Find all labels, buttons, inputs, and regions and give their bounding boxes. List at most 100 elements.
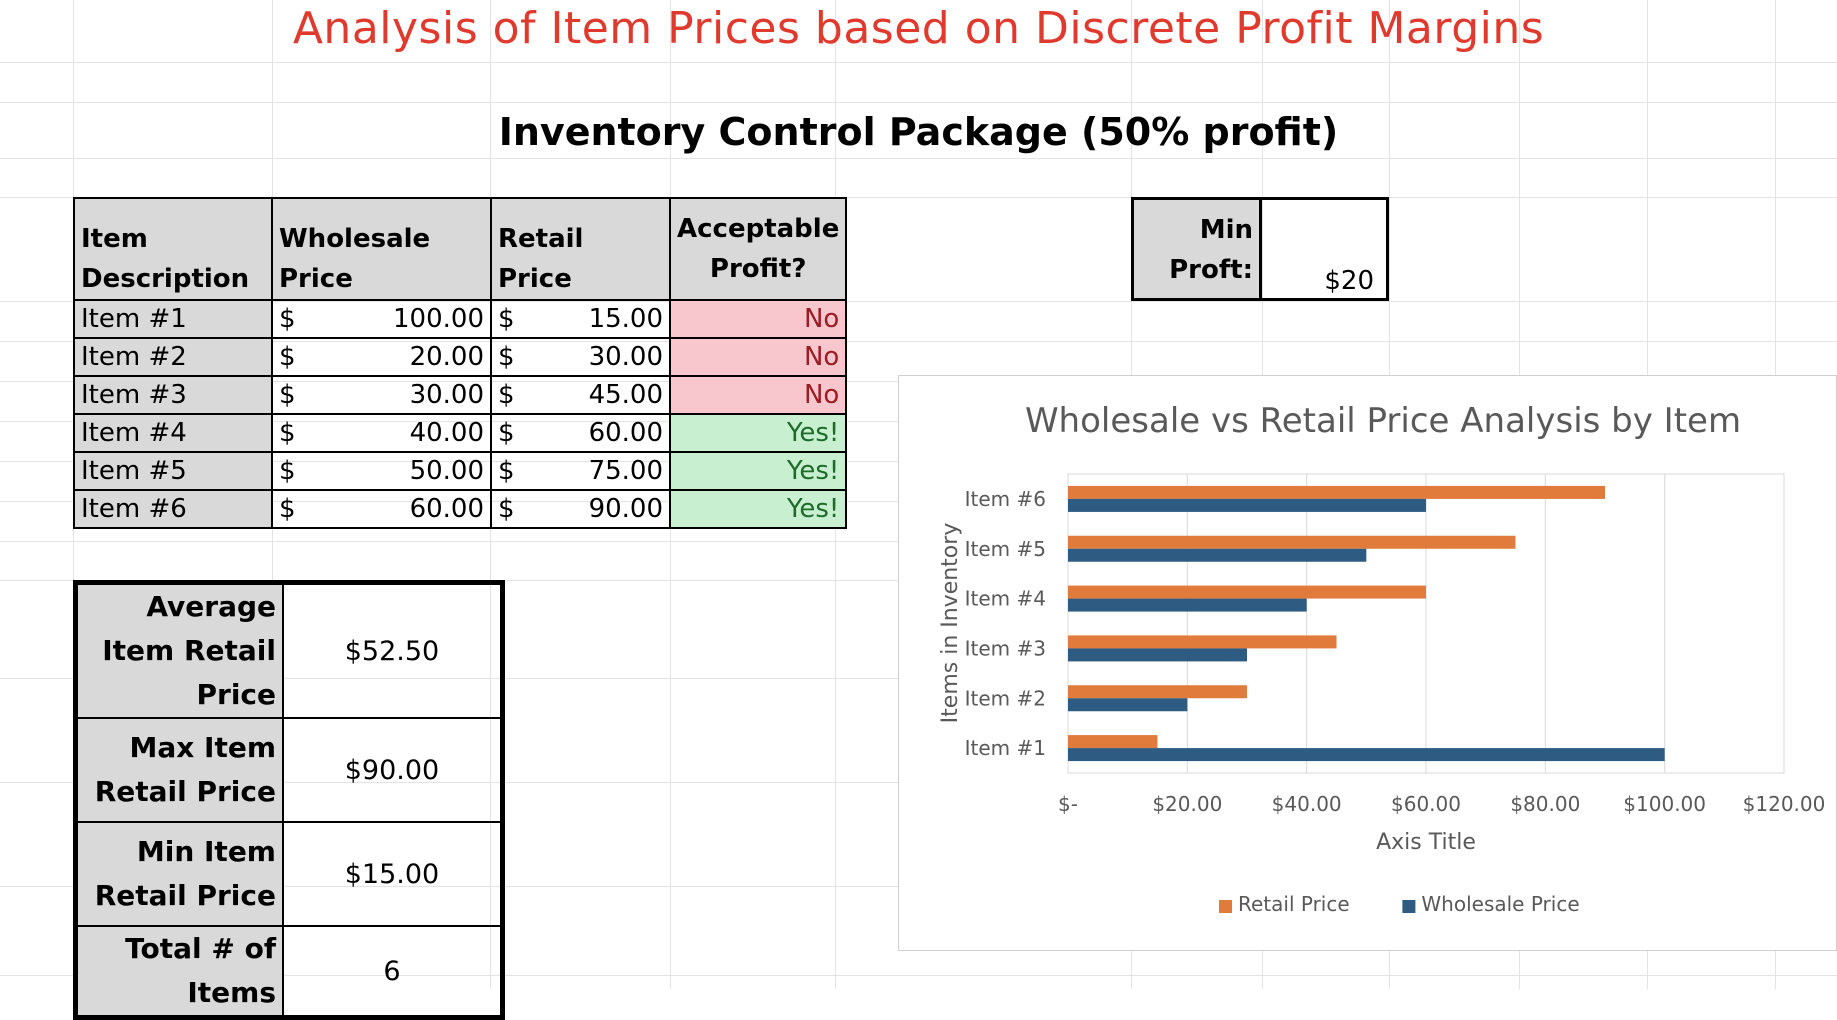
- currency-symbol: $: [279, 304, 296, 334]
- item-label: Item #6: [81, 494, 187, 524]
- legend-entry: Retail Price: [1238, 892, 1350, 916]
- bar-wholesale: [1068, 698, 1188, 712]
- x-tick-label: $40.00: [1272, 792, 1342, 816]
- retail-value-wrap: $90.00: [498, 491, 663, 527]
- min-profit-value[interactable]: $20: [1324, 266, 1374, 296]
- header-retail[interactable]: Retail Price: [490, 197, 671, 301]
- bar-retail: [1068, 535, 1516, 549]
- wholesale-value-wrap: $20.00: [279, 339, 484, 375]
- cell-profit[interactable]: Yes!: [668, 489, 848, 529]
- stats-label[interactable]: Average Item Retail Price: [74, 581, 284, 719]
- wholesale-value-wrap: $30.00: [279, 377, 484, 413]
- min-profit-box: Min Proft: $20: [1131, 197, 1389, 301]
- stats-value[interactable]: $15.00: [282, 821, 504, 927]
- legend-swatch: [1402, 900, 1416, 913]
- wholesale-value: 100.00: [393, 304, 484, 334]
- bar-retail: [1068, 585, 1426, 599]
- cell-retail[interactable]: $60.00: [490, 413, 671, 453]
- min-profit-label[interactable]: Min Proft:: [1134, 200, 1262, 298]
- item-label: Item #5: [81, 456, 187, 486]
- cell-item[interactable]: Item #3: [73, 375, 273, 415]
- cell-retail[interactable]: $15.00: [490, 299, 671, 339]
- x-tick-label: $60.00: [1391, 792, 1461, 816]
- retail-value-wrap: $75.00: [498, 453, 663, 489]
- cell-profit[interactable]: Yes!: [668, 413, 848, 453]
- cell-retail[interactable]: $45.00: [490, 375, 671, 415]
- table-row: Item #1 $100.00 $15.00 No: [73, 299, 848, 339]
- currency-symbol: $: [498, 494, 515, 524]
- price-chart[interactable]: Wholesale vs Retail Price Analysis by It…: [898, 375, 1837, 951]
- cell-wholesale[interactable]: $100.00: [271, 299, 492, 339]
- retail-value: 45.00: [588, 380, 663, 410]
- item-label: Item #3: [81, 380, 187, 410]
- retail-value: 75.00: [588, 456, 663, 486]
- y-tick-label: Item #6: [965, 487, 1046, 511]
- profit-value: Yes!: [786, 456, 840, 486]
- retail-value: 60.00: [588, 418, 663, 448]
- x-tick-label: $20.00: [1152, 792, 1222, 816]
- chart-title: Wholesale vs Retail Price Analysis by It…: [1025, 401, 1741, 441]
- cell-profit[interactable]: No: [668, 375, 848, 415]
- cell-wholesale[interactable]: $30.00: [271, 375, 492, 415]
- table-header-row: Item Description Wholesale Price Retail …: [73, 197, 848, 301]
- x-tick-label: $80.00: [1510, 792, 1580, 816]
- x-axis-title: Axis Title: [1376, 830, 1476, 855]
- header-item[interactable]: Item Description: [73, 197, 273, 301]
- y-tick-label: Item #3: [965, 636, 1046, 660]
- cell-retail[interactable]: $90.00: [490, 489, 671, 529]
- currency-symbol: $: [279, 342, 296, 372]
- table-row: Item #3 $30.00 $45.00 No: [73, 375, 848, 415]
- header-profit[interactable]: Acceptable Profit?: [668, 197, 848, 301]
- retail-value-wrap: $30.00: [498, 339, 663, 375]
- stats-table: Average Item Retail Price $52.50 Max Item …: [73, 580, 505, 1020]
- price-table: Item Description Wholesale Price Retail …: [73, 197, 848, 529]
- stats-label[interactable]: Total # of Items: [74, 925, 284, 1019]
- cell-profit[interactable]: Yes!: [668, 451, 848, 491]
- retail-value-wrap: $45.00: [498, 377, 663, 413]
- cell-item[interactable]: Item #4: [73, 413, 273, 453]
- cell-retail[interactable]: $75.00: [490, 451, 671, 491]
- currency-symbol: $: [498, 418, 515, 448]
- cell-retail[interactable]: $30.00: [490, 337, 671, 377]
- wholesale-value: 20.00: [409, 342, 484, 372]
- retail-value: 30.00: [588, 342, 663, 372]
- currency-symbol: $: [498, 456, 515, 486]
- stats-label[interactable]: Min Item Retail Price: [74, 821, 284, 927]
- item-label: Item #2: [81, 342, 187, 372]
- bar-wholesale: [1068, 498, 1426, 512]
- table-row: Item #6 $60.00 $90.00 Yes!: [73, 489, 848, 529]
- stats-value[interactable]: $52.50: [282, 581, 504, 719]
- currency-symbol: $: [498, 304, 515, 334]
- profit-value: No: [803, 380, 840, 410]
- bar-wholesale: [1068, 748, 1665, 762]
- chart-svg: Wholesale vs Retail Price Analysis by It…: [938, 401, 1825, 916]
- cell-item[interactable]: Item #1: [73, 299, 273, 339]
- main-title: Analysis of Item Prices based on Discret…: [292, 3, 1545, 54]
- stats-value[interactable]: $90.00: [282, 717, 504, 823]
- cell-profit[interactable]: No: [668, 337, 848, 377]
- y-tick-label: Item #1: [965, 736, 1046, 760]
- cell-wholesale[interactable]: $40.00: [271, 413, 492, 453]
- currency-symbol: $: [279, 418, 296, 448]
- wholesale-value: 30.00: [409, 380, 484, 410]
- bar-wholesale: [1068, 648, 1247, 662]
- stats-label[interactable]: Max Item Retail Price: [74, 717, 284, 823]
- profit-value: No: [803, 304, 840, 334]
- header-wholesale[interactable]: Wholesale Price: [271, 197, 492, 301]
- bar-wholesale: [1068, 598, 1307, 612]
- cell-profit[interactable]: No: [668, 299, 848, 339]
- wholesale-value: 50.00: [409, 456, 484, 486]
- stats-value[interactable]: 6: [282, 925, 504, 1019]
- retail-value-wrap: $15.00: [498, 301, 663, 337]
- cell-item[interactable]: Item #5: [73, 451, 273, 491]
- sub-title: Inventory Control Package (50% profit): [498, 110, 1339, 154]
- cell-wholesale[interactable]: $60.00: [271, 489, 492, 529]
- cell-wholesale[interactable]: $20.00: [271, 337, 492, 377]
- bar-retail: [1068, 635, 1337, 649]
- item-label: Item #4: [81, 418, 187, 448]
- cell-item[interactable]: Item #2: [73, 337, 273, 377]
- cell-item[interactable]: Item #6: [73, 489, 273, 529]
- x-tick-label: $100.00: [1623, 792, 1706, 816]
- stats-row: Max Item Retail Price $90.00: [74, 717, 504, 823]
- cell-wholesale[interactable]: $50.00: [271, 451, 492, 491]
